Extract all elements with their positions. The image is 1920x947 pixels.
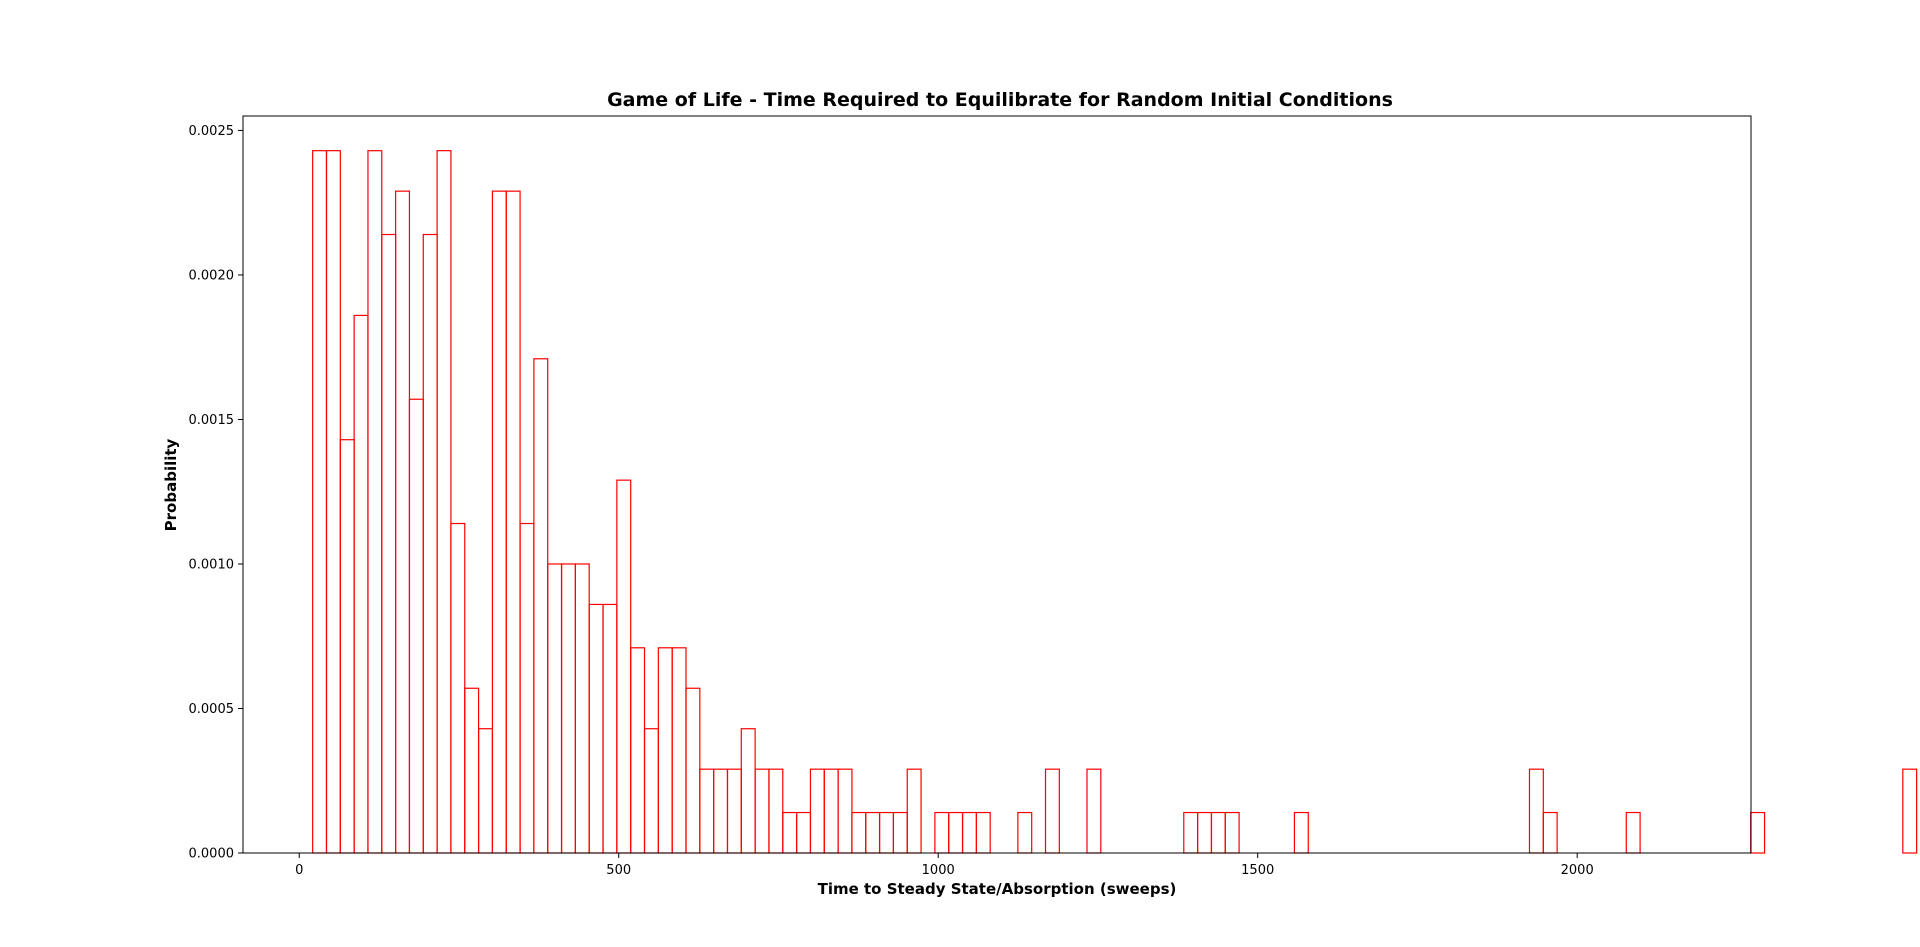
histogram-bar [436, 150, 452, 854]
histogram-bar [671, 647, 687, 854]
histogram-bar [1210, 811, 1226, 854]
histogram-bar [643, 728, 659, 854]
histogram-bar [491, 190, 507, 854]
histogram-bar [408, 398, 424, 854]
y-tick-label: 0.0025 [189, 124, 235, 139]
histogram-bar [1017, 811, 1033, 854]
chart-title: Game of Life - Time Required to Equilibr… [607, 89, 1393, 111]
histogram-bar [726, 768, 742, 854]
histogram-bar [754, 768, 770, 854]
histogram-bar [1197, 811, 1213, 854]
histogram-bar [961, 811, 977, 854]
histogram-bar [519, 522, 535, 854]
histogram-bar [450, 522, 466, 854]
histogram-bar [796, 811, 812, 854]
histogram-bar [768, 768, 784, 854]
histogram-bar [1542, 811, 1558, 854]
y-tick-label: 0.0005 [189, 702, 235, 717]
histogram-bar [975, 811, 991, 854]
histogram-bar [823, 768, 839, 854]
x-axis-ticks: 0 500 1000 1500 2000 [295, 853, 1594, 878]
histogram-bar [547, 563, 563, 854]
histogram-bar [1902, 768, 1918, 854]
y-tick-label: 0.0020 [189, 268, 235, 283]
histogram-bar [1183, 811, 1199, 854]
histogram-bar [837, 768, 853, 854]
x-axis-label: Time to Steady State/Absorption (sweeps) [818, 880, 1177, 898]
histogram-bar [1528, 768, 1544, 854]
histogram-bar [948, 811, 964, 854]
y-axis-ticks: 0.0000 0.0005 0.0010 0.0015 0.0020 0.0025 [189, 124, 243, 862]
histogram-bar [685, 687, 701, 854]
histogram-bar [312, 150, 328, 854]
histogram-bar [851, 811, 867, 854]
x-tick-label: 500 [606, 863, 631, 878]
x-tick-label: 1000 [922, 863, 955, 878]
histogram-bar [865, 811, 881, 854]
histogram-bar [782, 811, 798, 854]
plot-frame [242, 115, 1752, 854]
histogram-bar [1044, 768, 1060, 854]
histogram-bar [1625, 811, 1641, 854]
histogram-bar [395, 190, 411, 854]
histogram-bar [616, 479, 632, 854]
x-tick-label: 0 [295, 863, 303, 878]
histogram-bar [892, 811, 908, 854]
histogram-bar [1293, 811, 1309, 854]
histogram-bar [381, 233, 397, 854]
histogram-bar [906, 768, 922, 854]
histogram-bar [588, 603, 604, 854]
histogram-bar [1750, 811, 1766, 854]
x-tick-label: 1500 [1241, 863, 1274, 878]
histogram-bar [809, 768, 825, 854]
y-tick-label: 0.0010 [189, 557, 235, 572]
histogram-bar [367, 150, 383, 854]
histogram-bar [713, 768, 729, 854]
histogram-bar [477, 728, 494, 854]
histogram-bar [878, 811, 895, 854]
histogram-bar [353, 314, 369, 854]
y-axis-label: Probability [162, 438, 180, 531]
histogram-bar [533, 358, 549, 854]
x-tick-label: 2000 [1561, 863, 1594, 878]
histogram-bar [934, 811, 950, 854]
histogram-bar [574, 563, 590, 854]
histogram-bar [740, 728, 756, 854]
histogram-bar [339, 439, 355, 854]
histogram-bar [325, 150, 341, 854]
histogram-bar [1224, 811, 1240, 854]
histogram-bar [464, 687, 480, 854]
histogram-bar [422, 233, 438, 854]
histogram-bar [699, 768, 715, 854]
histogram-bar [505, 190, 521, 854]
y-tick-label: 0.0015 [189, 413, 235, 428]
histogram-bar [630, 647, 646, 854]
histogram-bar [560, 563, 576, 854]
histogram-bar [602, 603, 618, 854]
y-tick-label: 0.0000 [189, 847, 235, 862]
histogram-bar [657, 647, 673, 854]
histogram-bar [1086, 768, 1102, 854]
histogram-bars [312, 150, 1918, 854]
